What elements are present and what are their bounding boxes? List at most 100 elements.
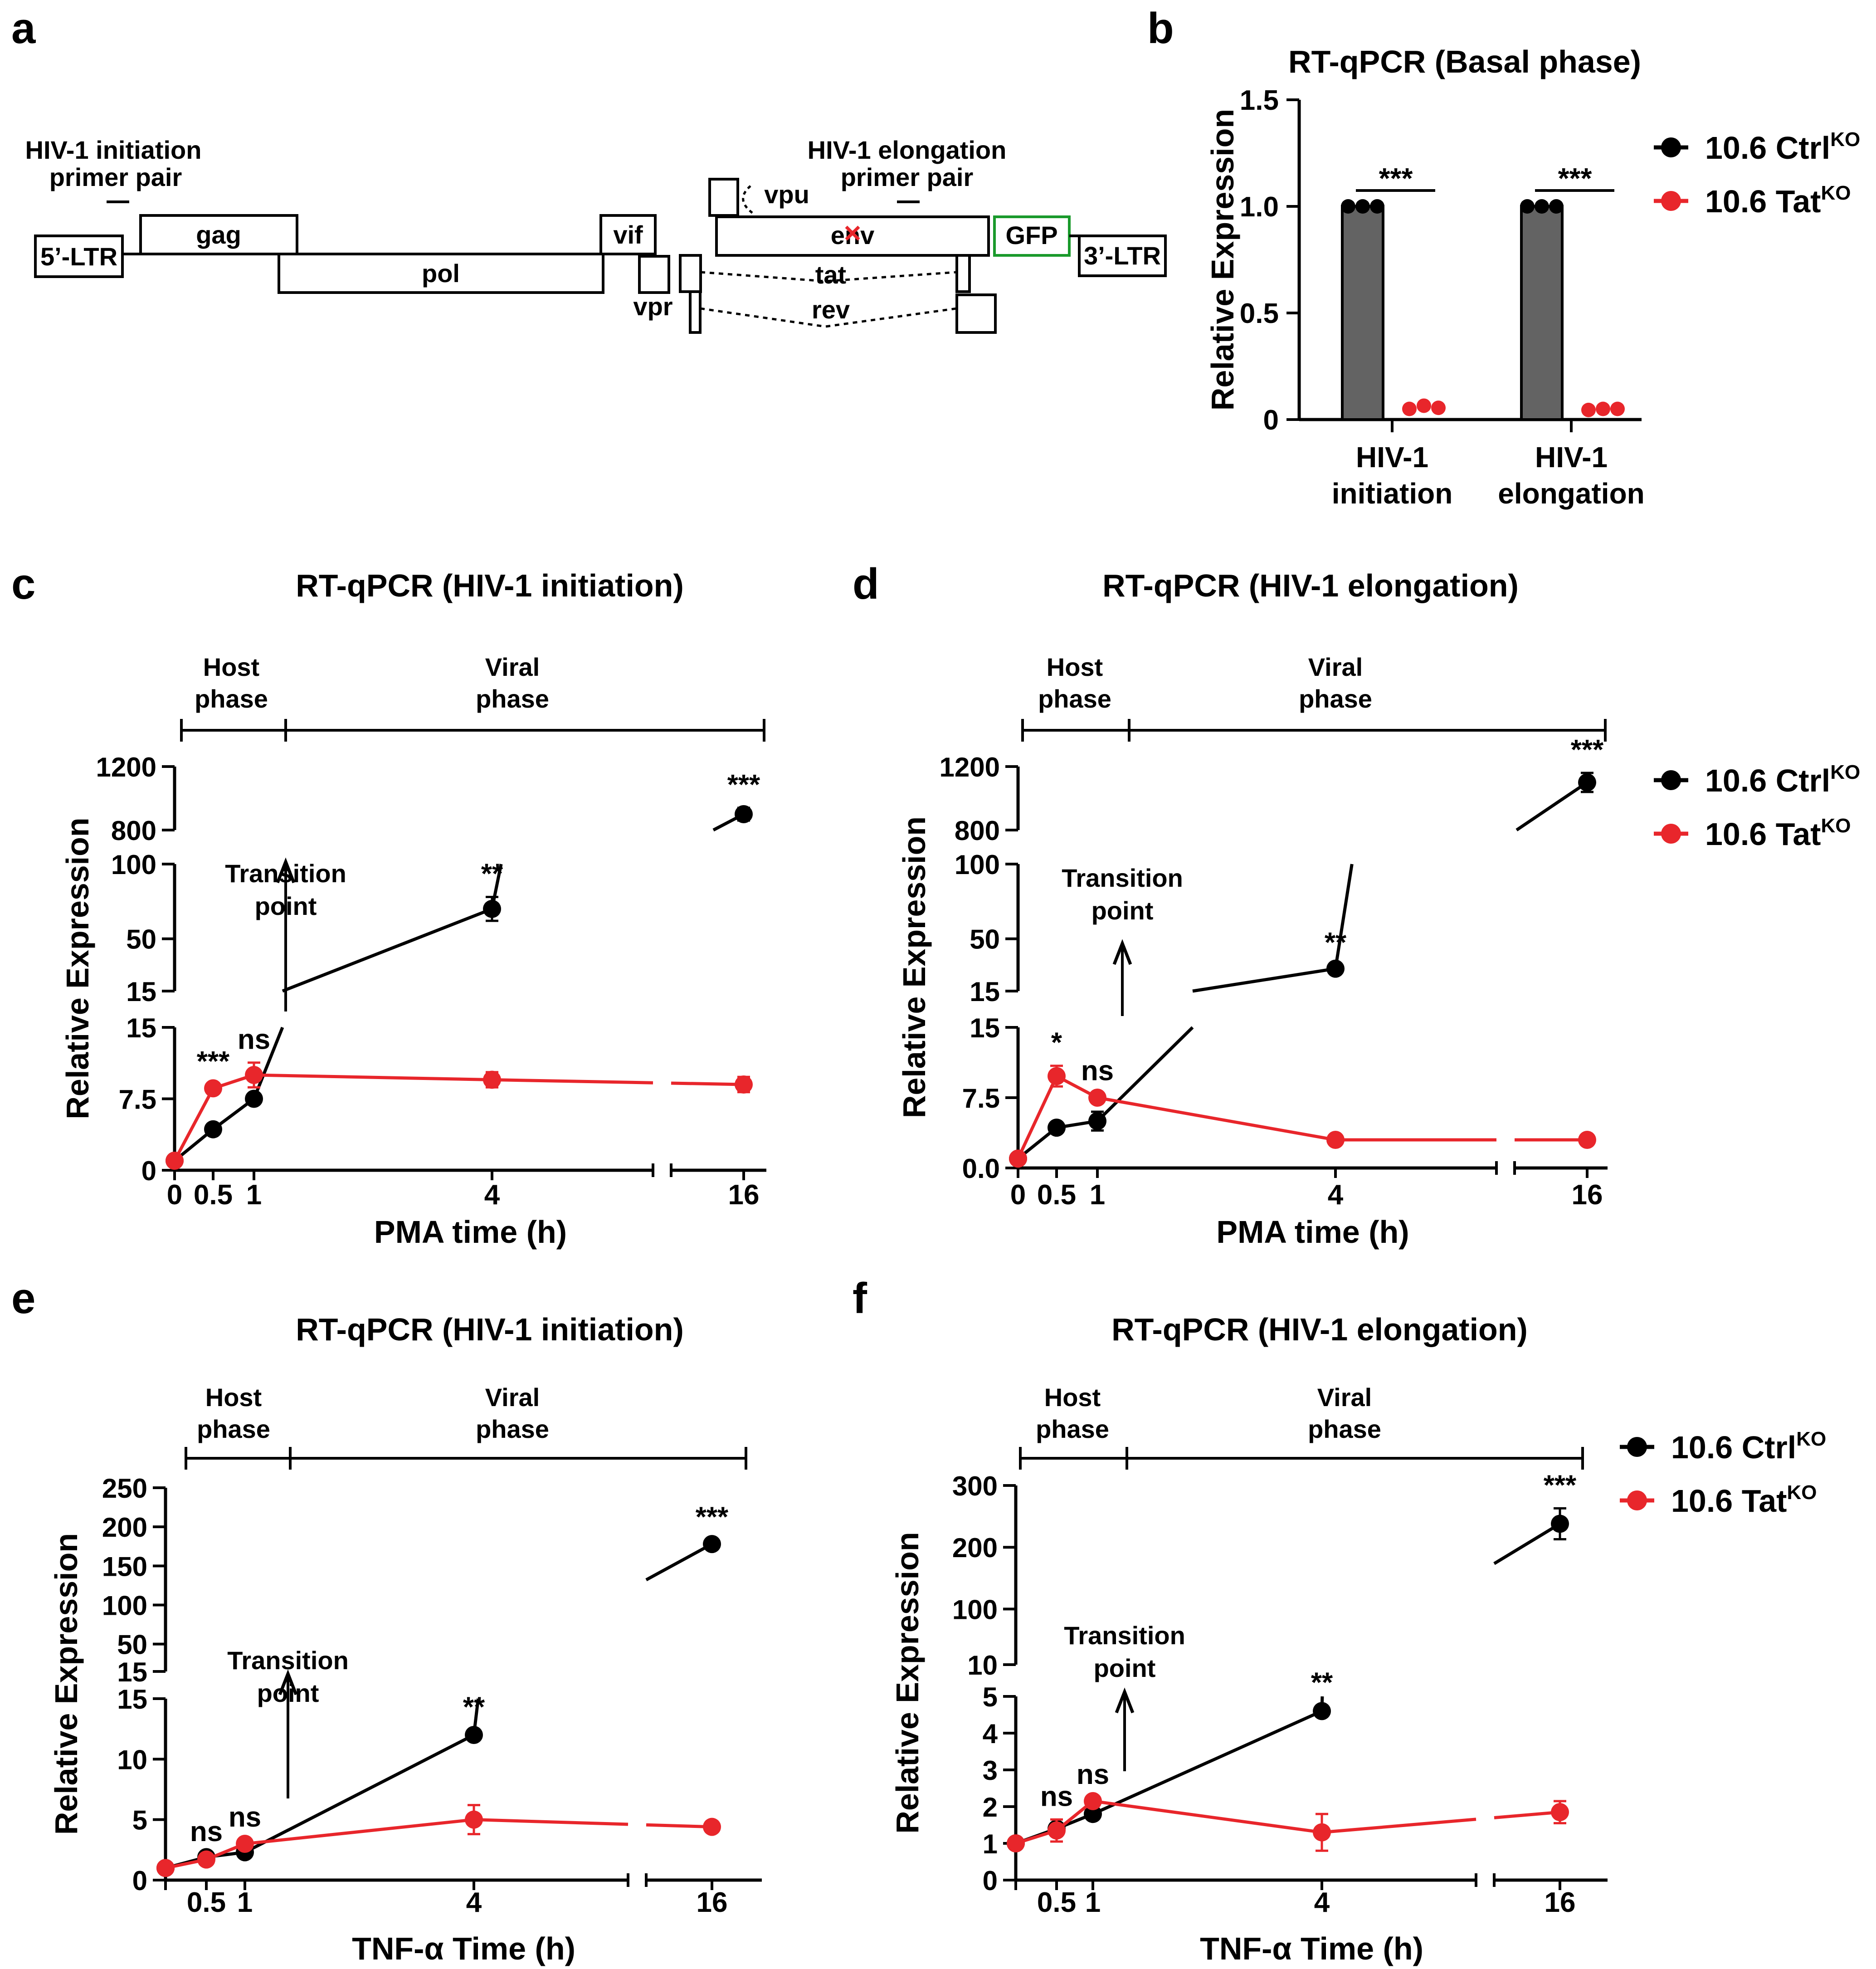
y-tick-label: 15 xyxy=(126,1013,156,1043)
series-line xyxy=(1494,1810,1560,1819)
significance-label: *** xyxy=(1571,734,1604,766)
host-phase-label: Host xyxy=(1047,653,1103,681)
chart-b-point xyxy=(1417,398,1431,413)
y-axis-label: Relative Expression xyxy=(60,817,95,1119)
significance-label: *** xyxy=(1544,1470,1577,1501)
chart-b-point xyxy=(1581,402,1596,417)
viral-phase-label: Viral xyxy=(485,1383,540,1412)
data-point xyxy=(735,1075,753,1094)
data-point xyxy=(1326,959,1345,978)
data-point xyxy=(1326,1131,1345,1149)
panel-letter-b: b xyxy=(1147,4,1174,53)
series-line xyxy=(1493,1522,1561,1565)
legend-tat-label: 10.6 TatKO xyxy=(1671,1481,1817,1519)
y-tick-label: 50 xyxy=(117,1630,147,1660)
y-tick-label: 7.5 xyxy=(962,1083,1000,1114)
significance-label: ns xyxy=(1081,1055,1114,1087)
legend-ctrl-label: 10.6 CtrlKO xyxy=(1705,761,1860,798)
legend-ctrl-label-text: 10.6 Ctrl xyxy=(1705,130,1830,166)
y-tick-label: 7.5 xyxy=(119,1085,156,1115)
rev-exon1 xyxy=(689,290,702,334)
y-tick-label: 250 xyxy=(102,1473,147,1504)
y-tick-label: 10 xyxy=(967,1650,998,1681)
transition-arrow-head xyxy=(276,857,296,884)
chart-b-category-label: HIV-1 xyxy=(1535,441,1608,474)
series-line xyxy=(645,1543,713,1582)
chart-b-ytick-label: 1.0 xyxy=(1240,191,1279,223)
vpu-box xyxy=(708,178,739,217)
data-point xyxy=(1578,773,1596,792)
viral-phase-label: Viral xyxy=(485,653,540,681)
significance-label: ns xyxy=(190,1816,223,1847)
series-line xyxy=(282,907,493,993)
chart-b-point xyxy=(1549,199,1564,214)
legend-tat-marker xyxy=(1627,1490,1647,1510)
data-point xyxy=(1048,1119,1066,1137)
y-tick-label: 1 xyxy=(983,1829,998,1859)
env-box xyxy=(715,215,990,257)
series-line xyxy=(1192,967,1336,993)
vif-box xyxy=(599,214,657,255)
y-tick-label: 10 xyxy=(117,1744,147,1775)
gag-box xyxy=(139,214,298,255)
panel-letter-c: c xyxy=(11,560,35,608)
y-tick-label: 150 xyxy=(102,1551,147,1582)
data-point xyxy=(1088,1112,1106,1130)
y-tick-label: 100 xyxy=(102,1591,147,1621)
host-phase-label-2: phase xyxy=(195,684,268,713)
significance-label: *** xyxy=(696,1501,729,1533)
x-tick-label: 4 xyxy=(1314,1887,1330,1918)
legend-ctrl-label-text: 10.6 Ctrl xyxy=(1671,1430,1796,1465)
y-tick-label: 800 xyxy=(111,816,156,846)
legend-tat-marker xyxy=(1661,824,1681,844)
rev-label: rev xyxy=(812,295,850,324)
data-point xyxy=(197,1850,215,1869)
chart-b-point xyxy=(1402,401,1417,416)
chart-f: RT-qPCR (HIV-1 elongation) Host phase Viral… xyxy=(890,1312,1826,1966)
data-point xyxy=(483,899,501,918)
panel-letter-d: d xyxy=(853,560,879,608)
data-point xyxy=(1088,1089,1106,1107)
x-tick-label: 0.5 xyxy=(194,1179,233,1211)
data-point xyxy=(166,1152,184,1170)
chart-b-point xyxy=(1370,199,1384,214)
legend-tat-label-text: 10.6 Tat xyxy=(1705,184,1821,219)
series-line xyxy=(244,1818,474,1846)
y-tick-label: 100 xyxy=(111,850,156,880)
data-point xyxy=(204,1079,222,1098)
x-tick-label: 0 xyxy=(167,1179,182,1211)
ltr5-label: 5’-LTR xyxy=(40,242,117,271)
data-point xyxy=(1048,1821,1066,1840)
chart-b-bar xyxy=(1341,205,1384,421)
data-point xyxy=(1313,1702,1331,1720)
x-tick-label: 16 xyxy=(697,1887,728,1918)
legend-tat-label-text: 10.6 Tat xyxy=(1671,1483,1787,1519)
chart-d-title: RT-qPCR (HIV-1 elongation) xyxy=(1102,568,1519,603)
legend-tat-label-sup: KO xyxy=(1821,815,1851,837)
viral-phase-label-2: phase xyxy=(476,1415,549,1443)
tat-exon1 xyxy=(679,254,702,293)
legend-ctrl-label: 10.6 CtrlKO xyxy=(1705,128,1860,166)
legend-tat-label: 10.6 TatKO xyxy=(1705,815,1851,852)
series-line xyxy=(1515,781,1588,831)
chart-b-point xyxy=(1431,401,1446,415)
x-tick-label: 1 xyxy=(1090,1179,1105,1211)
data-point xyxy=(1009,1149,1027,1168)
y-axis-label: Relative Expression xyxy=(49,1533,84,1835)
chart-b-ytick-label: 0.5 xyxy=(1240,298,1279,329)
transition-label: Transition xyxy=(1064,1621,1185,1650)
significance-label: ns xyxy=(238,1024,270,1055)
series-line xyxy=(671,1081,744,1086)
y-tick-label: 15 xyxy=(117,1657,147,1687)
legend-ctrl-label-sup: KO xyxy=(1830,128,1860,151)
y-tick-label: 100 xyxy=(952,1594,998,1625)
series-line xyxy=(1096,1026,1194,1123)
transition-label: Transition xyxy=(1062,864,1183,892)
chart-b-ytick-label: 1.5 xyxy=(1240,85,1279,116)
x-axis-label: TNF-α Time (h) xyxy=(1200,1931,1423,1966)
host-phase-label: Host xyxy=(205,1383,262,1412)
viral-phase-label: Viral xyxy=(1308,653,1363,681)
legend-ctrl-label-sup: KO xyxy=(1796,1428,1826,1450)
host-phase-label-2: phase xyxy=(197,1415,270,1443)
viral-phase-label-2: phase xyxy=(1299,684,1372,713)
